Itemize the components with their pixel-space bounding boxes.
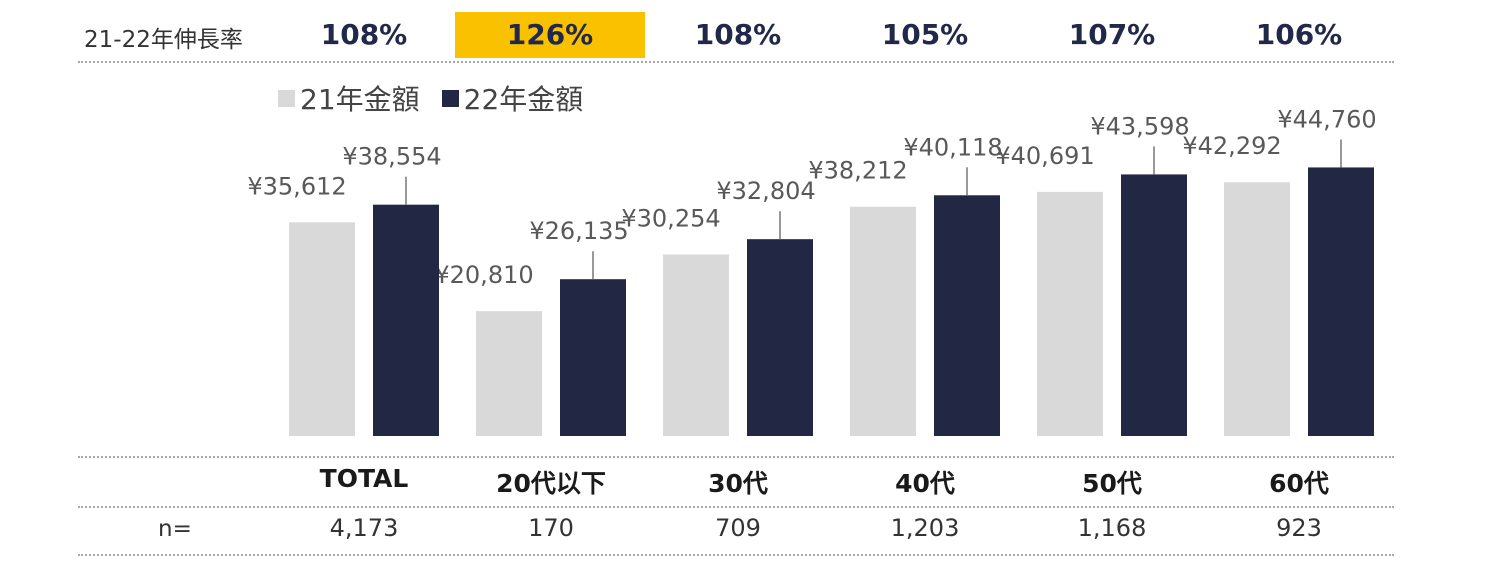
sample-size-value: 1,203 [890,514,960,542]
legend-item-21: 21年金額 [278,78,420,118]
category-label: 30代 [708,469,768,498]
bar-22 [560,279,626,436]
chart-legend: 21年金額 22年金額 [278,78,605,118]
value-label-22: ¥32,804 [716,177,815,205]
value-label-21: ¥40,691 [995,142,1094,170]
growth-row-label: 21-22年伸長率 [84,27,243,53]
legend-label-22: 22年金額 [463,83,584,116]
sample-size-value: 709 [715,514,761,542]
category-label: 60代 [1269,469,1329,498]
category-label: 40代 [895,469,955,498]
bar-21 [1224,182,1290,436]
sample-size-value: 923 [1276,514,1322,542]
legend-swatch-21 [278,89,295,107]
value-label-22: ¥43,598 [1090,112,1189,140]
value-label-22: ¥44,760 [1277,105,1376,133]
value-label-21: ¥30,254 [621,204,720,232]
growth-value: 108% [320,18,408,51]
n-row-label: n= [158,516,192,542]
bar-21 [663,254,729,436]
bar-22 [373,204,439,436]
legend-swatch-22 [441,89,459,107]
category-divider-bottom [78,506,1394,508]
bottom-divider [78,554,1394,556]
legend-item-22: 22年金額 [441,78,584,118]
bar-21 [1037,191,1103,436]
bar-22 [747,239,813,436]
category-divider-top [78,456,1394,458]
value-label-22: ¥38,554 [342,143,441,171]
growth-value: 106% [1255,18,1343,51]
bar-22 [934,195,1000,436]
bar-21 [850,206,916,436]
growth-value: 105% [881,18,969,51]
growth-value: 108% [694,18,782,51]
legend-label-21: 21年金額 [300,83,420,116]
sample-size-value: 1,168 [1077,514,1147,542]
bar-21 [289,222,355,436]
growth-value: 126% [455,12,645,58]
value-label-22: ¥26,135 [529,217,628,245]
value-label-21: ¥20,810 [434,261,533,289]
sample-size-value: 4,173 [329,514,399,542]
value-label-21: ¥42,292 [1182,132,1281,160]
value-label-22: ¥40,118 [903,133,1002,161]
category-label: TOTAL [319,464,409,493]
value-label-21: ¥38,212 [808,157,907,185]
bar-22 [1121,174,1187,437]
top-divider [78,61,1394,63]
bar-22 [1308,167,1374,436]
bar-21 [476,311,542,436]
category-label: 50代 [1082,469,1142,498]
value-label-21: ¥35,612 [247,172,346,200]
sample-size-value: 170 [528,514,574,542]
category-label: 20代以下 [496,469,606,498]
growth-value: 107% [1068,18,1156,51]
